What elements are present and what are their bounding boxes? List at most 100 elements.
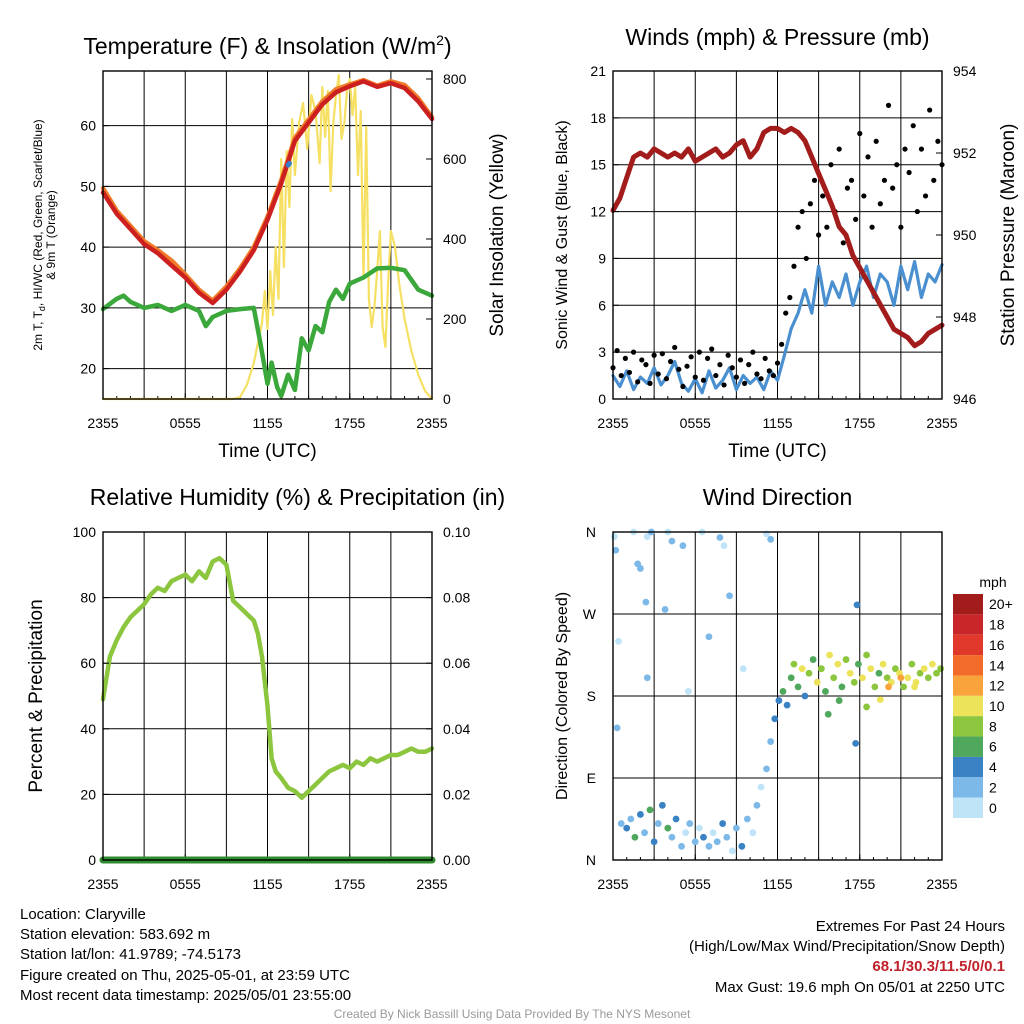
direction-point xyxy=(738,842,746,850)
direction-point xyxy=(920,665,928,673)
series-insolation xyxy=(101,73,434,401)
y2-axis-label: Solar Insolation (Yellow) xyxy=(487,133,508,336)
direction-point xyxy=(654,820,662,827)
gust-point xyxy=(795,224,801,230)
chart-title: Wind Direction xyxy=(703,484,853,510)
y-axis-label-line2: & 9m T (Orange) xyxy=(44,190,58,280)
gust-point xyxy=(881,177,888,183)
gust-point xyxy=(700,377,707,383)
gust-point xyxy=(877,201,883,207)
direction-point xyxy=(879,660,887,668)
gust-point xyxy=(828,162,834,168)
gust-point xyxy=(643,362,649,368)
direction-point xyxy=(876,696,884,704)
gust-point xyxy=(836,146,842,152)
colorbar-title: mph xyxy=(979,574,1006,590)
direction-point xyxy=(891,665,899,673)
y-tick-label: W xyxy=(583,606,597,622)
gust-point xyxy=(770,372,776,379)
direction-point xyxy=(709,829,717,837)
gust-point xyxy=(873,138,879,144)
chart-title: Relative Humidity (%) & Precipitation (i… xyxy=(90,484,505,510)
direction-point xyxy=(929,660,936,668)
direction-point xyxy=(753,801,761,809)
gust-point xyxy=(931,177,937,183)
gust-point xyxy=(618,372,624,379)
gust-point xyxy=(762,355,768,361)
direction-point xyxy=(641,829,648,837)
gust-point xyxy=(890,185,896,191)
direction-point xyxy=(637,565,644,572)
y2-tick-label: 952 xyxy=(953,145,977,161)
x-tick-label: 0555 xyxy=(680,876,711,892)
panel-humidity: 2355 0555 1155 1755 2355 0 20 40 60 80 100 0.00 0.02… xyxy=(26,484,505,892)
direction-point xyxy=(705,842,713,850)
x-tick-label: 1755 xyxy=(844,415,875,431)
x-tick-label: 1155 xyxy=(252,415,282,431)
gust-point xyxy=(622,355,628,361)
y-tick-label: 50 xyxy=(80,178,96,194)
direction-point xyxy=(908,660,916,668)
colorbar-swatch xyxy=(953,716,983,737)
direction-point xyxy=(732,824,740,832)
panel-temperature: 2355 0555 1155 1755 235520304050600200400600… xyxy=(31,32,508,462)
colorbar-swatch xyxy=(953,655,983,676)
direction-point xyxy=(686,820,694,827)
gust-point xyxy=(820,193,826,199)
direction-point xyxy=(767,738,775,745)
colorbar-label: 0 xyxy=(989,800,997,816)
y-tick-label: 60 xyxy=(80,655,96,671)
gust-point xyxy=(774,360,781,366)
direction-point xyxy=(775,697,783,704)
y-tick-label: 40 xyxy=(80,721,96,737)
direction-point xyxy=(668,833,676,841)
direction-point xyxy=(916,669,924,677)
station-latlon: Station lat/lon: 41.9789; -74.5173 xyxy=(20,946,242,964)
gust-point xyxy=(676,366,682,372)
colorbar-swatch xyxy=(953,594,983,615)
x-tick-label: 2355 xyxy=(87,415,118,431)
gust-point xyxy=(684,363,690,369)
direction-point xyxy=(664,824,672,832)
direction-point xyxy=(863,651,871,659)
gust-point xyxy=(729,365,735,371)
series-temp2m xyxy=(100,79,435,306)
direction-point xyxy=(658,801,666,809)
x-tick-label: 2355 xyxy=(416,876,447,892)
gust-point xyxy=(680,383,686,390)
colorbar-label: 8 xyxy=(989,718,997,734)
direction-point xyxy=(705,633,713,641)
plot-border xyxy=(102,531,433,861)
direction-point xyxy=(835,697,843,704)
y2-tick-label: 0.02 xyxy=(443,786,470,802)
figure-created: Figure created on Thu, 2025-05-01, at 23… xyxy=(20,966,350,984)
series-wind xyxy=(611,260,944,395)
direction-point xyxy=(846,669,854,677)
direction-point xyxy=(842,656,850,663)
x-tick-label: 2355 xyxy=(926,876,957,892)
y-tick-label: 20 xyxy=(80,786,96,802)
gust-point xyxy=(906,169,912,176)
gust-point xyxy=(922,193,929,199)
gust-point xyxy=(667,358,674,365)
direction-point xyxy=(684,688,692,695)
gust-point xyxy=(692,374,698,380)
direction-point xyxy=(637,811,644,818)
direction-point xyxy=(838,683,846,691)
y-axis-label: Percent & Precipitation xyxy=(26,599,47,792)
direction-point xyxy=(739,665,747,673)
y-tick-label: 40 xyxy=(80,239,96,255)
direction-point xyxy=(661,606,669,613)
colorbar-swatch xyxy=(953,675,983,696)
direction-point xyxy=(643,674,651,682)
direction-point xyxy=(610,533,618,540)
chart-title: Temperature (F) & Insolation (W/m2) xyxy=(83,32,451,59)
station-info: Location: Claryville Station elevation: … xyxy=(20,905,351,1006)
gust-point xyxy=(754,371,760,377)
gust-point xyxy=(853,216,859,222)
series-pressure xyxy=(610,125,945,349)
direction-point xyxy=(875,669,883,677)
gust-point xyxy=(696,349,702,355)
gust-point xyxy=(807,201,814,207)
gust-point xyxy=(885,102,892,108)
